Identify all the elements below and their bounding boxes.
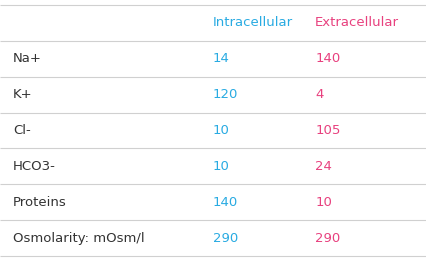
Text: 105: 105: [315, 124, 341, 137]
Text: 14: 14: [213, 52, 230, 65]
Text: 140: 140: [315, 52, 340, 65]
Text: Extracellular: Extracellular: [315, 16, 399, 29]
Text: 4: 4: [315, 88, 324, 101]
Text: 120: 120: [213, 88, 239, 101]
Text: Na+: Na+: [13, 52, 42, 65]
Text: Intracellular: Intracellular: [213, 16, 293, 29]
Text: 10: 10: [213, 124, 230, 137]
Text: Proteins: Proteins: [13, 196, 66, 209]
Text: Osmolarity: mOsm/l: Osmolarity: mOsm/l: [13, 232, 144, 245]
Text: 24: 24: [315, 160, 332, 173]
Text: Cl-: Cl-: [13, 124, 31, 137]
Text: 290: 290: [213, 232, 238, 245]
Text: 10: 10: [213, 160, 230, 173]
Text: 10: 10: [315, 196, 332, 209]
Text: 140: 140: [213, 196, 238, 209]
Text: 290: 290: [315, 232, 340, 245]
Text: K+: K+: [13, 88, 32, 101]
Text: HCO3-: HCO3-: [13, 160, 56, 173]
